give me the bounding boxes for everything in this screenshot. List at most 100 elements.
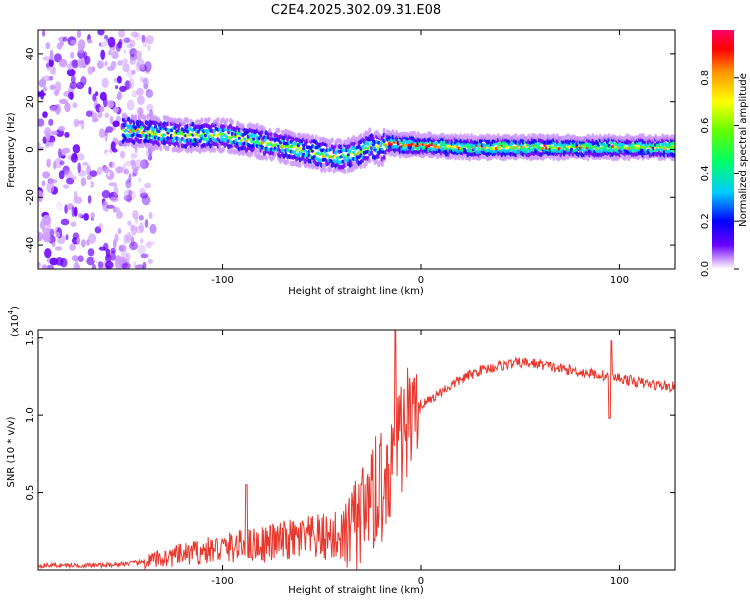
spectrogram-noise-cell xyxy=(80,119,85,130)
spectrogram-noise-cell xyxy=(49,105,58,112)
spectrogram-noise-cell xyxy=(126,252,131,261)
spectrogram-ridge-cell xyxy=(264,155,268,161)
chart-title: C2E4.2025.302.09.31.E08 xyxy=(271,3,441,18)
colorbar-gradient xyxy=(712,30,734,269)
spectrogram-noise-cell xyxy=(48,178,58,184)
spectrogram-noise-cell xyxy=(53,53,62,63)
spectrogram-noise-cell xyxy=(112,120,120,128)
spectrogram-noise-cell xyxy=(124,80,132,90)
spectrogram-noise-cell xyxy=(147,240,156,246)
spectrogram-noise-cell xyxy=(99,106,105,113)
spectrogram-noise-cell xyxy=(86,256,95,266)
colorbar-tick-label: 0.0 xyxy=(700,261,711,277)
spectrogram-noise-cell xyxy=(130,225,138,236)
spectrogram-noise-cell xyxy=(118,244,127,252)
spectrogram-noise-cell xyxy=(121,249,128,258)
spectrogram-noise-cell xyxy=(109,115,114,125)
spectrogram-noise-cell xyxy=(142,79,150,85)
spectrogram-ridge-cell xyxy=(134,114,138,120)
spectrogram-ridge-cell xyxy=(203,133,208,138)
spectrogram-noise-cell xyxy=(119,231,125,242)
spectrogram-noise-cell xyxy=(140,253,149,259)
spectrogram-noise-cell xyxy=(100,38,108,49)
spectrogram-noise-cell xyxy=(45,42,51,50)
spectrogram-noise-cell xyxy=(42,86,48,92)
spectrogram-noise-cell xyxy=(117,60,124,66)
spectrogram-ridge-cell xyxy=(146,113,150,119)
spectrogram-noise-cell xyxy=(144,219,149,228)
spectrogram-noise-cell xyxy=(123,189,133,200)
spectrogram-noise-cell xyxy=(104,151,113,162)
spectrogram-noise-cell xyxy=(87,66,94,75)
spectrogram-noise-cell xyxy=(86,175,92,180)
spectrogram-noise-cell xyxy=(126,178,130,186)
spectrogram-ridge-cell xyxy=(527,147,531,151)
spectrogram-noise-cell xyxy=(140,76,144,83)
spectrogram-ridge-cell xyxy=(230,131,234,136)
spectrogram-ridge-cell xyxy=(248,137,252,141)
spectrogram-ridge-cell xyxy=(370,150,374,156)
spectrogram-noise-cell xyxy=(117,256,126,262)
spectrogram-noise-cell xyxy=(121,178,130,189)
spectrogram-noise-cell xyxy=(98,223,103,229)
spectrogram-ridge-cell xyxy=(252,137,256,141)
spectrogram-noise-cell xyxy=(41,264,48,269)
spectrogram-noise-cell xyxy=(136,87,144,96)
spectrogram-ridge-cell xyxy=(352,150,356,154)
spectrogram-noise-cell xyxy=(38,118,45,127)
spectrogram-ridge-cell xyxy=(186,129,190,134)
spectrogram-noise-cell xyxy=(127,190,133,196)
spectrogram-ridge-cell xyxy=(671,152,675,158)
spectrogram-noise-cell xyxy=(60,218,70,226)
spectrogram-noise-cell xyxy=(111,50,119,60)
spectrogram-noise-cell xyxy=(72,102,78,109)
spectrogram-ridge-cell xyxy=(368,127,372,134)
spectrogram-noise-cell xyxy=(70,75,76,84)
spectrogram-ridge-cell xyxy=(186,117,190,124)
spectrogram-noise-cell xyxy=(125,253,130,265)
snr-series xyxy=(38,330,675,570)
spectrogram-noise-cell xyxy=(93,256,102,263)
spectrogram-noise-cell xyxy=(145,241,152,249)
spectrogram-ridge-cell xyxy=(343,168,347,175)
spectrogram-noise-cell xyxy=(84,55,91,65)
spectrogram-noise-cell xyxy=(42,136,47,144)
spectrogram-noise-cell xyxy=(91,117,99,123)
spectrogram-noise-cell xyxy=(137,201,143,208)
spectrogram-ridge-cell xyxy=(366,141,370,146)
spectrogram-noise-cell xyxy=(138,215,144,221)
spectrogram-noise-cell xyxy=(76,153,85,161)
spectrogram-ridge-cell xyxy=(230,119,234,125)
spectrogram-noise-cell xyxy=(38,142,41,147)
spectrogram-noise-cell xyxy=(116,210,123,219)
spectrogram-noise-cell xyxy=(49,49,54,61)
spectrogram-ridge-cell xyxy=(241,123,245,130)
spectrogram-ridge-cell xyxy=(216,116,220,123)
spectrogram-ytick-label: -40 xyxy=(25,237,36,253)
spectrogram-noise-cell xyxy=(63,170,73,179)
spectrogram-noise-cell xyxy=(72,144,81,154)
spectrogram-noise-cell xyxy=(66,68,76,77)
spectrogram-noise-cell xyxy=(131,90,139,98)
spectrogram-ridge-cell xyxy=(157,129,161,134)
spectrogram-noise-cell xyxy=(107,36,116,48)
spectrogram-noise-cell xyxy=(97,261,104,269)
spectrogram-noise-cell xyxy=(79,102,86,110)
spectrogram-noise-cell xyxy=(97,111,103,119)
spectrogram-ticks: -100 0 100 -40 -20 0 20 40 xyxy=(25,30,675,286)
spectrogram-ytick-label: 40 xyxy=(25,48,36,61)
spectrogram-noise-cell xyxy=(42,228,51,234)
spectrogram-noise-cell xyxy=(116,91,122,101)
spectrogram-noise-cell xyxy=(48,118,54,126)
spectrogram-ridge-cell xyxy=(359,163,363,170)
spectrogram-noise-cell xyxy=(105,254,112,263)
spectrogram-noise-cell xyxy=(142,261,147,269)
spectrogram-xtick-label: -100 xyxy=(211,275,234,286)
spectrogram-ridge-cell xyxy=(378,143,383,148)
spectrogram-ridge-cell xyxy=(384,143,388,147)
spectrogram-ridge-cell xyxy=(200,117,204,124)
spectrogram-ridge-cell xyxy=(380,161,384,168)
spectrogram-noise-cell xyxy=(144,69,150,75)
spectrogram-noise-cell xyxy=(38,146,45,152)
spectrogram-ridge-cell xyxy=(203,136,208,141)
